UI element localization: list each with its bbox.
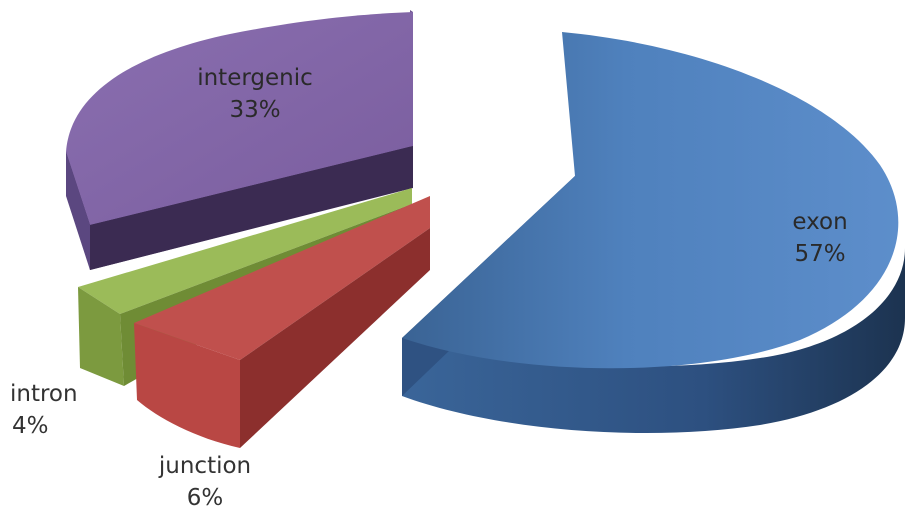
label-intron-value: 4% <box>12 413 49 439</box>
label-junction: junction 6% <box>150 450 260 514</box>
slice-intergenic <box>66 10 413 270</box>
label-junction-name: junction <box>158 453 252 479</box>
label-intron-name: intron <box>10 381 78 407</box>
label-intergenic-name: intergenic <box>197 65 313 91</box>
slice-intergenic-front <box>90 146 413 270</box>
slice-exon-top <box>402 32 899 369</box>
slice-junction-front <box>134 323 240 448</box>
slice-intergenic-top <box>66 12 413 225</box>
label-intergenic-value: 33% <box>229 97 281 123</box>
label-intergenic: intergenic 33% <box>170 62 340 126</box>
slice-junction-top <box>134 196 430 360</box>
slice-intron-top <box>78 188 412 314</box>
label-intron: intron 4% <box>0 378 90 442</box>
label-exon-value: 57% <box>794 241 846 267</box>
label-exon-name: exon <box>792 209 848 235</box>
label-exon: exon 57% <box>760 206 880 270</box>
slice-junction-side <box>240 228 430 448</box>
slice-exon-side <box>402 248 905 434</box>
slice-junction <box>134 196 430 448</box>
slice-intron-front <box>78 287 124 386</box>
label-junction-value: 6% <box>186 485 224 511</box>
slice-exon <box>402 32 905 434</box>
slice-intergenic-edge <box>66 152 90 270</box>
